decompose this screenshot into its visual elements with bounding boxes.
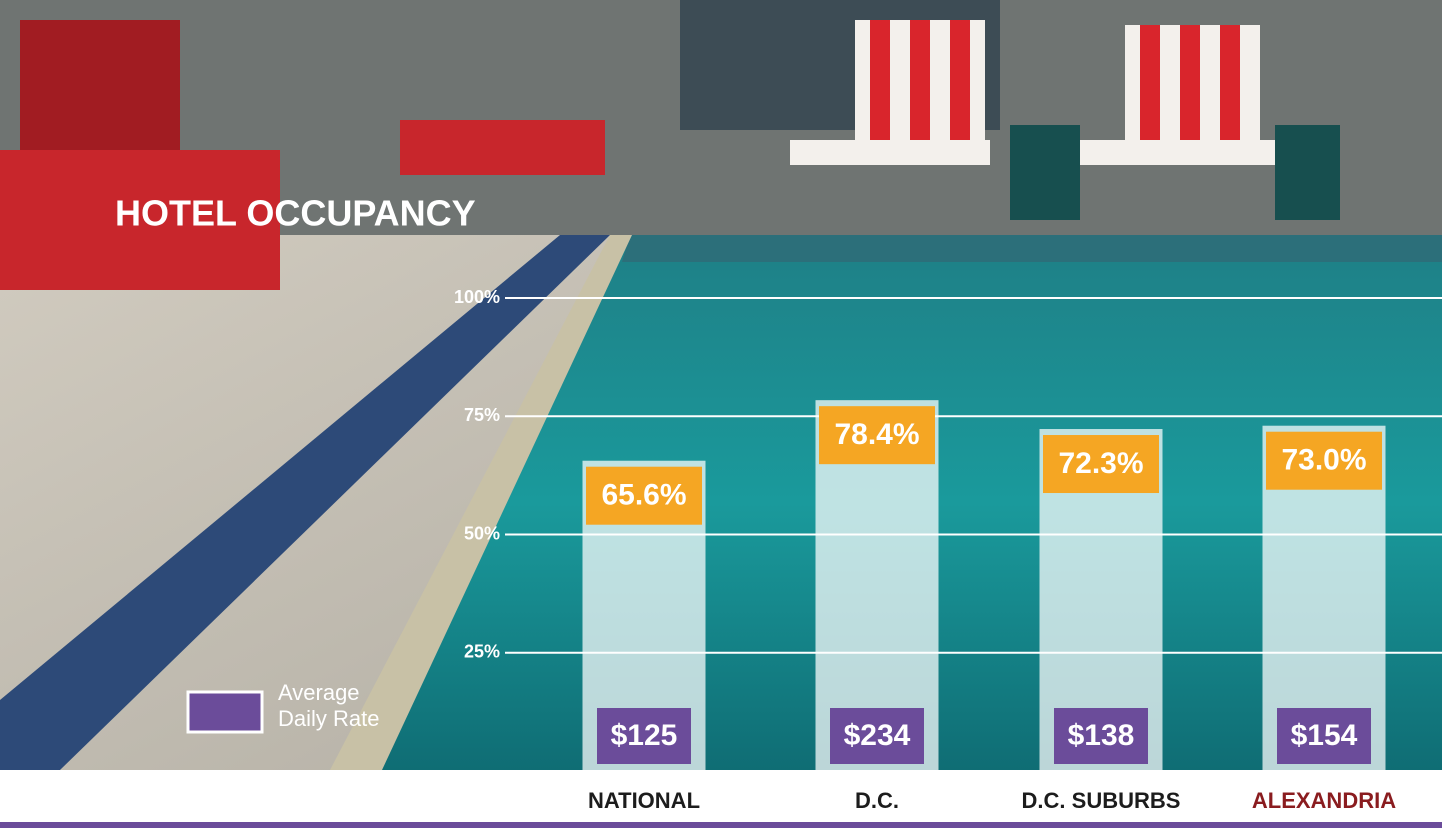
value-label: 78.4% <box>834 418 919 451</box>
x-tick-label: D.C. <box>855 788 899 813</box>
value-label: 73.0% <box>1281 444 1366 477</box>
legend-swatch <box>188 692 262 732</box>
y-tick-label: 50% <box>464 523 500 543</box>
adr-label: $234 <box>844 719 911 752</box>
x-tick-label: D.C. SUBURBS <box>1022 788 1181 813</box>
value-label: 72.3% <box>1058 447 1143 480</box>
adr-label: $125 <box>611 719 678 752</box>
chart: HOTEL OCCUPANCY 25% 50% 75% 100% 65.6% $125 NA… <box>0 0 1442 828</box>
value-label: 65.6% <box>601 479 686 512</box>
footer-stripe <box>0 822 1442 828</box>
x-tick-label: NATIONAL <box>588 788 700 813</box>
page: HOTEL OCCUPANCY 25% 50% 75% 100% 65.6% $125 NA… <box>0 0 1442 828</box>
background-photo <box>0 0 1442 770</box>
y-tick-label: 75% <box>464 405 500 425</box>
footer-band <box>0 770 1442 822</box>
adr-label: $154 <box>1291 719 1358 752</box>
legend-label: Average Daily Rate <box>278 680 398 732</box>
adr-label: $138 <box>1068 719 1135 752</box>
chart-title: HOTEL OCCUPANCY <box>115 193 476 234</box>
x-tick-label: ALEXANDRIA <box>1252 788 1396 813</box>
y-tick-label: 25% <box>464 642 500 662</box>
y-tick-label: 100% <box>454 287 500 307</box>
